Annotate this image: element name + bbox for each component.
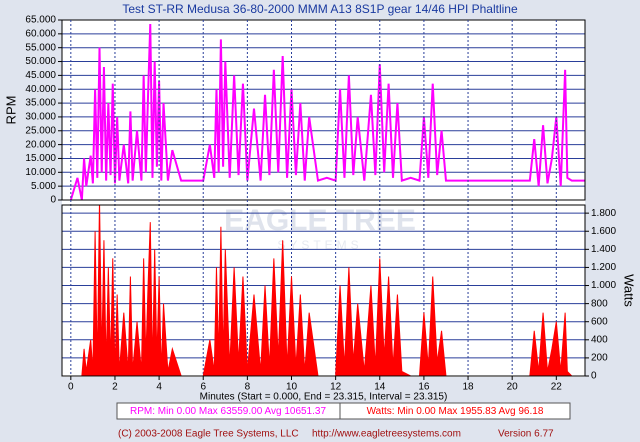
x-tick-label: 20 [507, 382, 519, 393]
y-tick-label: 55.000 [25, 42, 56, 53]
x-tick-label: 22 [551, 382, 563, 393]
x-axis-label: Minutes (Start = 0.000, End = 23.315, In… [200, 392, 448, 403]
y-tick-label: 200 [591, 353, 608, 364]
y-tick-label: 10.000 [25, 167, 56, 178]
plot-border [61, 204, 586, 377]
y-tick-label: 1.000 [591, 280, 616, 291]
watermark: SYSTEMS [277, 238, 362, 252]
y-axis-label: RPM [3, 96, 18, 125]
y-tick-label: 1.600 [591, 226, 616, 237]
x-tick-label: 16 [418, 382, 430, 393]
x-tick-label: 0 [68, 382, 74, 393]
x-tick-label: 10 [286, 382, 298, 393]
y-tick-label: 600 [591, 316, 608, 327]
x-tick-label: 8 [245, 382, 251, 393]
y-tick-label: 35.000 [25, 98, 56, 109]
footer-url: http://www.eagletreesystems.com [312, 429, 461, 440]
x-tick-label: 6 [200, 382, 206, 393]
y-tick-label: 60.000 [25, 28, 56, 39]
line [69, 23, 585, 200]
y-tick-label: 1.800 [591, 208, 616, 219]
y-tick-label: 400 [591, 334, 608, 345]
x-tick-label: 12 [330, 382, 342, 393]
y-tick-label: 25.000 [25, 125, 56, 136]
x-tick-label: 4 [156, 382, 162, 393]
y-tick-label: 15.000 [25, 153, 56, 164]
y-tick-label: 50.000 [25, 56, 56, 67]
y-tick-label: 40.000 [25, 84, 56, 95]
plot-border [61, 19, 586, 201]
y-tick-label: 45.000 [25, 70, 56, 81]
y-tick-label: 20.000 [25, 139, 56, 150]
y-tick-label: 0 [50, 195, 56, 206]
watermark: EAGLE TREE [224, 204, 416, 237]
y-axis-label: Watts [622, 274, 637, 307]
footer-copyright: (C) 2003-2008 Eagle Tree Systems, LLC [118, 429, 299, 440]
y-tick-label: 800 [591, 298, 608, 309]
x-tick-label: 14 [374, 382, 386, 393]
area [70, 205, 585, 376]
stats-box [116, 402, 571, 420]
x-tick-label: 18 [462, 382, 474, 393]
chart-title: Test ST-RR Medusa 36-80-2000 MMM A13 8S1… [122, 2, 518, 16]
footer-version: Version 6.77 [498, 429, 554, 440]
y-tick-label: 65.000 [25, 15, 56, 26]
stats-watts: Watts: Min 0.00 Max 1955.83 Avg 96.18 [367, 406, 544, 417]
stats-rpm: RPM: Min 0.00 Max 63559.00 Avg 10651.37 [130, 406, 326, 417]
plot-background [62, 20, 585, 377]
y-tick-label: 1.200 [591, 262, 616, 273]
y-tick-label: 0 [591, 371, 597, 382]
x-tick-label: 2 [112, 382, 118, 393]
y-tick-label: 30.000 [25, 112, 56, 123]
y-tick-label: 5.000 [31, 181, 56, 192]
y-tick-label: 1.400 [591, 244, 616, 255]
